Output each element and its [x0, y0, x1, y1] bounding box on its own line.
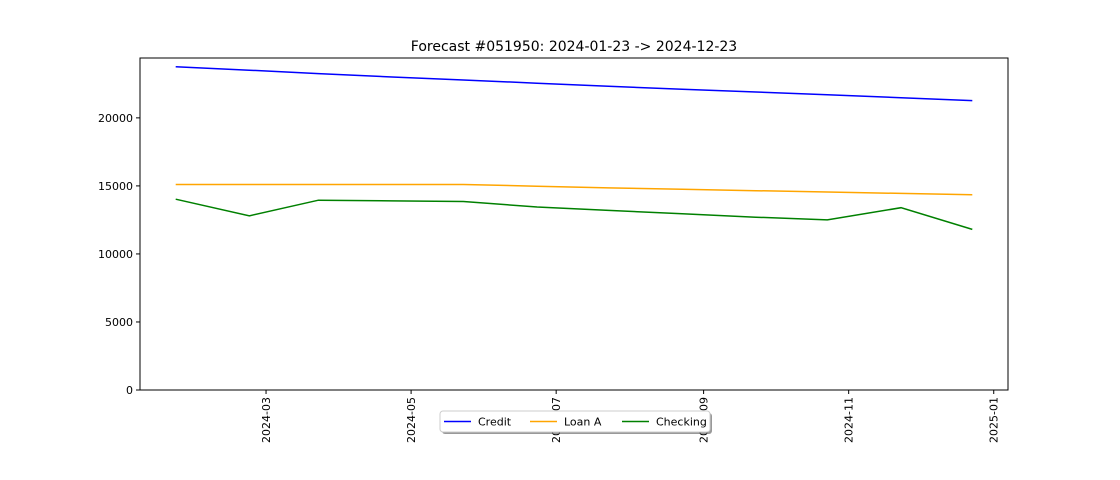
legend-label: Credit — [478, 416, 512, 429]
y-tick-label: 0 — [126, 384, 133, 397]
series-line-checking — [175, 198, 973, 231]
y-tick-label: 10000 — [98, 248, 133, 261]
y-tick-label: 20000 — [98, 112, 133, 125]
y-tick-label: 5000 — [105, 316, 133, 329]
plot-area-frame — [139, 57, 1009, 391]
legend: Credit Loan A Checking — [439, 410, 712, 434]
chart-title: Forecast #051950: 2024-01-23 -> 2024-12-… — [411, 39, 737, 55]
x-tick-label: 2024-05 — [405, 397, 418, 443]
legend-box — [439, 410, 711, 433]
x-tick-label: 2025-01 — [988, 397, 1001, 443]
y-tick-label: 15000 — [98, 180, 133, 193]
series-layer — [175, 66, 973, 231]
x-tick-label: 2024-03 — [260, 397, 273, 443]
series-line-credit — [175, 66, 973, 102]
legend-label: Loan A — [564, 416, 602, 429]
series-line-loan-a — [175, 183, 973, 196]
y-axis: 0 5000 10000 15000 20000 — [98, 112, 140, 397]
legend-label: Checking — [656, 416, 707, 429]
x-tick-label: 2024-11 — [843, 397, 856, 443]
